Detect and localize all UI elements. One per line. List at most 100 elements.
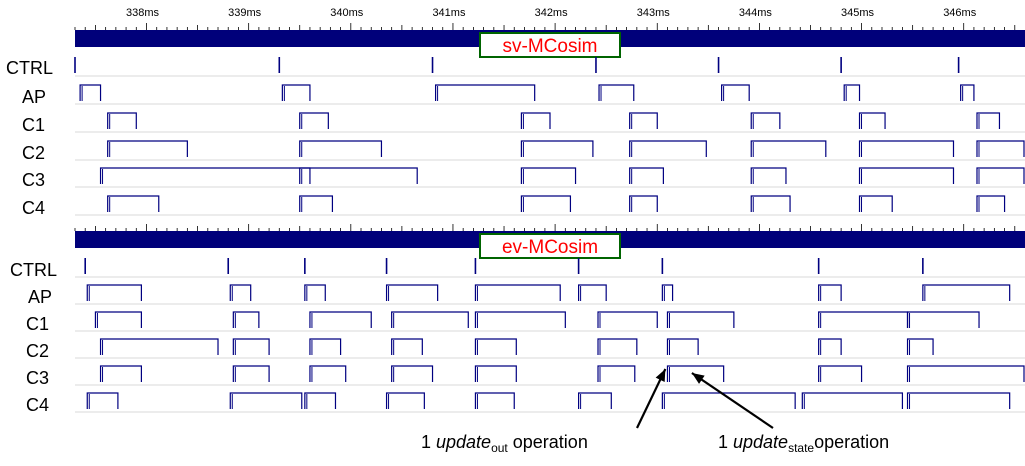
trace-pulse [309,365,347,382]
trace-pulse [299,112,329,129]
trace-pulse [597,338,638,355]
trace-pulse [801,392,904,409]
trace-pulse [843,84,861,101]
trace-pulse [520,195,572,212]
trace-pulse [976,195,1006,212]
trace-pulse [99,338,219,355]
trace-pulse [976,112,1001,129]
trace-pulse [304,392,337,409]
trace-pulse [474,284,561,301]
trace-pulse [906,392,1011,409]
trace-pulse [578,392,612,409]
trace-pulse [474,311,566,328]
trace-pulse [629,112,658,129]
trace-pulse [906,311,980,328]
trace-pulse [304,284,326,301]
row-label-ap: AP [28,287,52,307]
row-label-c1: C1 [22,115,45,135]
trace-pulse [232,365,270,382]
trace-pulse [391,338,423,355]
trace-pulse [666,365,725,382]
x-tick-label: 342ms [535,7,569,19]
row-label-c4: C4 [22,198,45,218]
trace-pulse [598,84,635,101]
trace-pulse [750,112,781,129]
x-tick-label: 346ms [943,7,977,19]
trace-pulse [976,140,1025,157]
row-label-ctrl: CTRL [6,58,53,78]
trace-pulse [922,284,1011,301]
annotation-em: update [436,432,491,452]
annotation-em: update [733,432,788,452]
trace-pulse [666,338,699,355]
trace-pulse [94,311,142,328]
trace-pulse [750,140,827,157]
trace-pulse [229,392,303,409]
trace-pulse [629,195,658,212]
trace-pulse [391,311,469,328]
trace-pulse [299,140,383,157]
trace-pulse [858,195,893,212]
trace-pulse [474,392,515,409]
panel-label-box [479,32,621,58]
trace-pulse [858,112,886,129]
annotation-arrowhead [691,373,705,384]
trace-pulse [107,140,188,157]
trace-pulse [86,392,119,409]
trace-pulse [976,167,1025,184]
trace-pulse [86,284,142,301]
trace-pulse [629,167,664,184]
annotation-arrow [691,372,774,429]
trace-pulse [309,311,372,328]
row-label-ctrl: CTRL [10,260,57,280]
trace-pulse [107,195,160,212]
trace-pulse [597,311,658,328]
trace-pulse [858,167,955,184]
x-tick-label: 345ms [841,7,875,19]
trace-pulse [818,338,842,355]
annotation-pre: 1 [421,432,436,452]
x-tick-label: 344ms [739,7,773,19]
trace-pulse [818,311,909,328]
trace-pulse [906,365,1025,382]
annotation-text: 1 updateout operation [421,432,588,455]
trace-pulse [597,365,636,382]
row-label-c2: C2 [22,143,45,163]
annotation-pre: 1 [718,432,733,452]
trace-pulse [474,338,517,355]
trace-pulse [750,195,791,212]
x-tick-label: 339ms [228,7,262,19]
trace-pulse [474,365,517,382]
trace-pulse [960,84,975,101]
trace-pulse [520,112,551,129]
trace-pulse [99,365,142,382]
panel-label: ev-MCosim [502,237,598,258]
panel-label-box [479,233,621,259]
trace-pulse [107,112,137,129]
trace-pulse [661,284,674,301]
trace-pulse [434,84,536,101]
trace-pulse [229,284,252,301]
trace-pulse [385,392,425,409]
trace-pulse [818,365,863,382]
trace-pulse [858,140,955,157]
x-tick-label: 338ms [126,7,160,19]
trace-pulse [99,167,311,184]
x-tick-label: 343ms [637,7,671,19]
trace-pulse [629,140,707,157]
trace-pulse [750,167,787,184]
annotation-post: operation [508,432,588,452]
annotation-post: operation [814,432,889,452]
annotation-text: 1 updatestateoperation [718,432,889,455]
trace-pulse [661,392,796,409]
trace-pulse [721,84,750,101]
trace-pulse [818,284,842,301]
panel-label: sv-MCosim [503,36,598,57]
annotation-sub: state [788,441,814,455]
x-tick-label: 341ms [432,7,466,19]
trace-pulse [299,167,418,184]
annotation-sub: out [491,441,508,455]
row-label-c3: C3 [22,170,45,190]
